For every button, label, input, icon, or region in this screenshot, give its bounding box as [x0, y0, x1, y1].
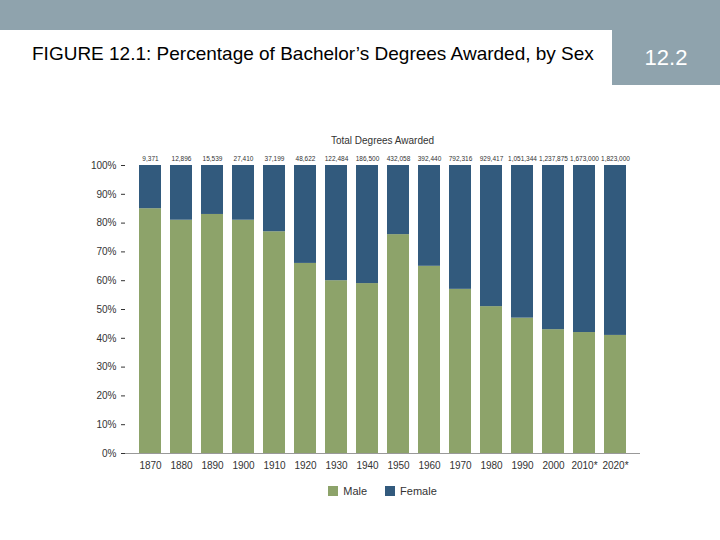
svg-text:20%: 20% [96, 390, 116, 401]
svg-text:2000: 2000 [542, 460, 565, 471]
svg-text:1920: 1920 [294, 460, 317, 471]
svg-text:10%: 10% [96, 419, 116, 430]
svg-text:1900: 1900 [232, 460, 255, 471]
svg-text:2010*: 2010* [571, 460, 597, 471]
svg-text:929,417: 929,417 [480, 155, 504, 162]
svg-text:70%: 70% [96, 246, 116, 257]
svg-text:15,539: 15,539 [203, 155, 223, 162]
svg-text:80%: 80% [96, 217, 116, 228]
html-text:12.2: 12.2 [644, 45, 688, 70]
svg-text:1960: 1960 [418, 460, 441, 471]
svg-text:9,371: 9,371 [142, 155, 159, 162]
svg-text:1950: 1950 [387, 460, 410, 471]
svg-text:1980: 1980 [480, 460, 503, 471]
svg-text:186,500: 186,500 [356, 155, 380, 162]
svg-text:48,622: 48,622 [296, 155, 316, 162]
svg-text:37,199: 37,199 [265, 155, 285, 162]
svg-text:27,410: 27,410 [234, 155, 254, 162]
html-text:Female: Female [400, 485, 437, 497]
svg-text:2020*: 2020* [602, 460, 628, 471]
svg-text:0%: 0% [102, 448, 117, 459]
html-text:Male: Male [343, 485, 368, 497]
svg-text:1880: 1880 [170, 460, 193, 471]
svg-text:1,673,000: 1,673,000 [570, 155, 599, 162]
svg-text:1910: 1910 [263, 460, 286, 471]
svg-text:12,896: 12,896 [172, 155, 192, 162]
svg-text:1,237,875: 1,237,875 [539, 155, 568, 162]
svg-text:1970: 1970 [449, 460, 472, 471]
svg-text:792,316: 792,316 [449, 155, 473, 162]
html-text:Total Degrees Awarded: Total Degrees Awarded [330, 135, 435, 146]
svg-text:50%: 50% [96, 304, 116, 315]
svg-text:392,440: 392,440 [418, 155, 442, 162]
svg-text:1930: 1930 [325, 460, 348, 471]
svg-text:100%: 100% [91, 160, 117, 171]
svg-text:122,484: 122,484 [325, 155, 349, 162]
html-text:FIGURE 12.1: Percentage of Bac: FIGURE 12.1: Percentage of Bachelor’s De… [32, 43, 594, 64]
svg-text:432,058: 432,058 [387, 155, 411, 162]
svg-text:40%: 40% [96, 333, 116, 344]
svg-text:1990: 1990 [511, 460, 534, 471]
svg-text:60%: 60% [96, 275, 116, 286]
svg-text:90%: 90% [96, 189, 116, 200]
svg-text:1890: 1890 [201, 460, 224, 471]
svg-text:1,823,000: 1,823,000 [601, 155, 630, 162]
svg-text:1,051,344: 1,051,344 [508, 155, 537, 162]
svg-text:1940: 1940 [356, 460, 379, 471]
svg-text:1870: 1870 [139, 460, 162, 471]
svg-text:30%: 30% [96, 361, 116, 372]
